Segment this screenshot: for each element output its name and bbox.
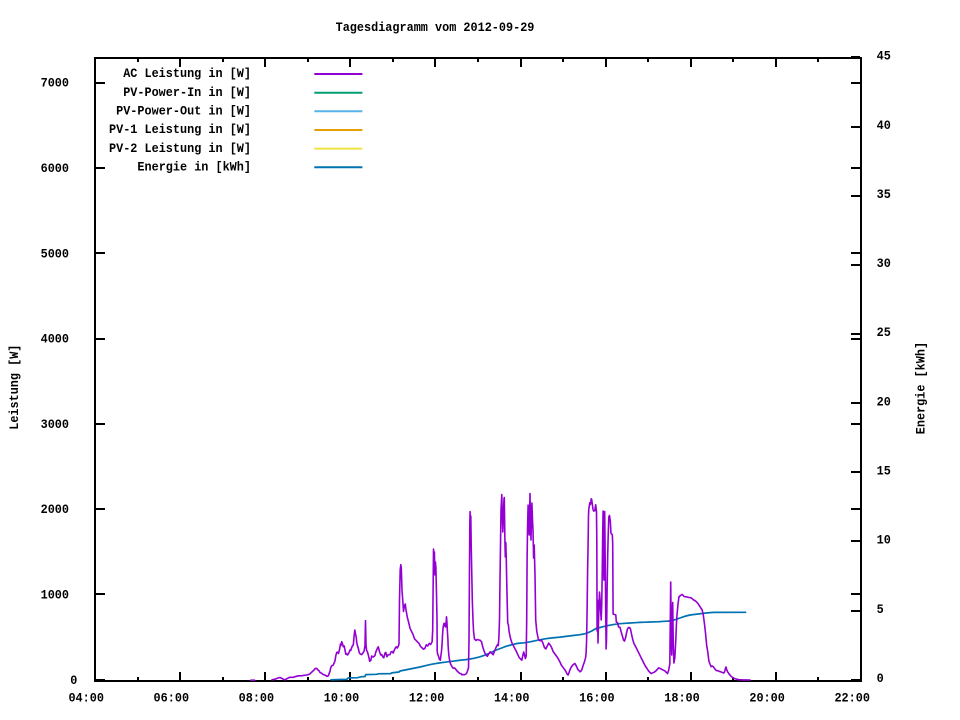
svg-text:Leistung [W]: Leistung [W] xyxy=(7,345,22,430)
svg-text:10: 10 xyxy=(877,533,891,548)
svg-text:Energie [kWh]: Energie [kWh] xyxy=(913,342,928,434)
svg-text:5000: 5000 xyxy=(41,246,70,261)
svg-text:35: 35 xyxy=(877,187,891,202)
svg-text:4000: 4000 xyxy=(41,332,70,347)
svg-text:22:00: 22:00 xyxy=(834,691,870,706)
svg-text:AC Leistung in [W]: AC Leistung in [W] xyxy=(123,66,251,81)
svg-text:6000: 6000 xyxy=(41,161,70,176)
svg-text:PV-Power-In in [W]: PV-Power-In in [W] xyxy=(123,85,251,100)
svg-text:0: 0 xyxy=(70,673,77,688)
svg-text:08:00: 08:00 xyxy=(239,691,275,706)
svg-text:25: 25 xyxy=(877,325,891,340)
svg-text:PV-2 Leistung in [W]: PV-2 Leistung in [W] xyxy=(109,141,251,156)
svg-text:PV-Power-Out in [W]: PV-Power-Out in [W] xyxy=(116,104,251,119)
svg-text:0: 0 xyxy=(877,671,884,686)
svg-text:16:00: 16:00 xyxy=(579,691,615,706)
svg-text:04:00: 04:00 xyxy=(68,691,104,706)
svg-text:Tagesdiagramm vom 2012-09-29: Tagesdiagramm vom 2012-09-29 xyxy=(336,20,535,35)
svg-text:20:00: 20:00 xyxy=(749,691,785,706)
svg-text:45: 45 xyxy=(877,49,891,64)
svg-text:PV-1 Leistung in [W]: PV-1 Leistung in [W] xyxy=(109,122,251,137)
svg-text:18:00: 18:00 xyxy=(664,691,700,706)
svg-text:20: 20 xyxy=(877,394,891,409)
svg-text:14:00: 14:00 xyxy=(494,691,530,706)
svg-text:06:00: 06:00 xyxy=(154,691,190,706)
svg-text:Energie in [kWh]: Energie in [kWh] xyxy=(137,160,251,175)
svg-text:3000: 3000 xyxy=(41,417,70,432)
svg-text:10:00: 10:00 xyxy=(324,691,360,706)
svg-text:30: 30 xyxy=(877,256,891,271)
svg-text:15: 15 xyxy=(877,464,891,479)
svg-text:1000: 1000 xyxy=(41,588,70,603)
svg-text:5: 5 xyxy=(877,602,884,617)
svg-text:7000: 7000 xyxy=(41,76,70,91)
svg-text:12:00: 12:00 xyxy=(409,691,445,706)
svg-text:40: 40 xyxy=(877,118,891,133)
svg-text:2000: 2000 xyxy=(41,502,70,517)
